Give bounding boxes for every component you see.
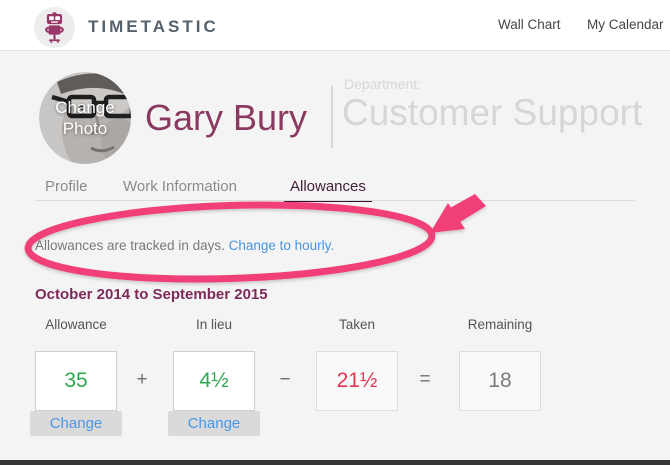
tab-work-information[interactable]: Work Information — [123, 178, 237, 195]
department-name: Customer Support — [342, 92, 643, 133]
column-header-taken: Taken — [338, 317, 376, 332]
logo[interactable]: TIMETASTIC — [34, 6, 216, 48]
nav-wall-chart[interactable]: Wall Chart — [498, 17, 561, 32]
remaining-value-box: 18 — [459, 351, 541, 411]
tab-allowances[interactable]: Allowances — [284, 178, 372, 202]
allowance-value-box: 35 — [35, 351, 117, 411]
employee-name: Gary Bury — [145, 97, 308, 138]
profile-tabs: Profile Work Information Allowances — [0, 178, 670, 202]
nav-my-calendar[interactable]: My Calendar — [587, 17, 664, 32]
department-label: Department: — [344, 76, 422, 92]
brand-name: TIMETASTIC — [88, 17, 219, 36]
equals-operator: = — [419, 369, 431, 390]
name-department-divider — [331, 86, 333, 148]
change-in-lieu-button[interactable]: Change — [168, 411, 260, 436]
column-header-remaining: Remaining — [467, 317, 533, 332]
allowance-period-heading: October 2014 to September 2015 — [35, 286, 268, 303]
minus-operator: − — [279, 369, 291, 390]
change-allowance-button[interactable]: Change — [30, 411, 122, 436]
robot-logo-icon — [34, 6, 75, 48]
change-to-hourly-link[interactable]: Change to hourly. — [228, 238, 335, 253]
plus-operator: + — [136, 369, 148, 390]
in-lieu-value-box: 4½ — [173, 351, 255, 411]
tracking-notice-text: Allowances are tracked in days. — [35, 238, 225, 253]
top-bar: TIMETASTIC Wall Chart My Calendar — [0, 0, 670, 51]
tab-profile[interactable]: Profile — [45, 178, 88, 195]
column-header-allowance: Allowance — [45, 317, 107, 332]
content-area: Change Photo Gary Bury Department: Custo… — [0, 50, 670, 460]
change-photo-line1: Change — [55, 98, 115, 117]
change-photo-line2: Photo — [62, 119, 108, 138]
column-header-in-lieu: In lieu — [195, 317, 233, 332]
tracking-notice: Allowances are tracked in days. Change t… — [35, 238, 334, 253]
tabs-divider-line — [35, 200, 635, 201]
taken-value-box: 21½ — [316, 351, 398, 411]
footer-bar — [0, 460, 670, 465]
change-photo-button[interactable]: Change Photo — [39, 72, 131, 164]
